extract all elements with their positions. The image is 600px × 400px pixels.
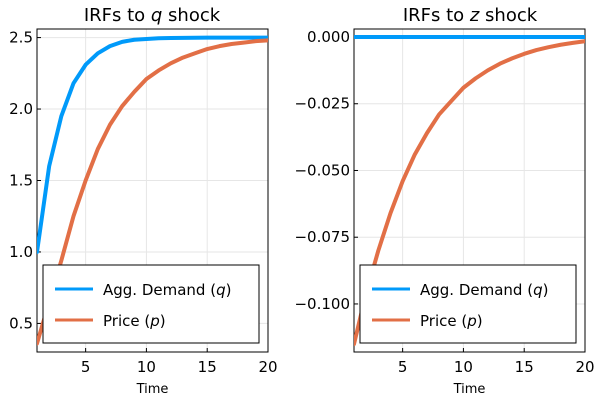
x-tick-label: 10 — [137, 358, 156, 376]
y-tick-label: −0.050 — [294, 161, 350, 179]
series-line-q — [37, 35, 268, 254]
y-tick-label: 0.5 — [9, 314, 33, 332]
legend-label-q: Agg. Demand (q) — [420, 281, 548, 299]
x-tick-label: 5 — [81, 358, 91, 376]
y-tick-label: −0.025 — [294, 95, 350, 113]
x-tick-label: 10 — [454, 358, 473, 376]
x-tick-label: 15 — [198, 358, 217, 376]
chart-title: IRFs to q shock — [84, 5, 221, 26]
legend-label-p: Price (p) — [420, 312, 483, 330]
chart-panel-q-shock: 5 10 15 20 0.5 1.0 1.5 2.0 2.5 IRFs to q shock Tim… — [9, 5, 277, 397]
y-tick-label: −0.100 — [294, 295, 350, 313]
plot-frame — [353, 28, 586, 353]
series-line-p — [37, 38, 268, 346]
legend-box — [359, 264, 577, 344]
series-line-p — [354, 39, 585, 346]
y-tick-label: 1.0 — [9, 243, 33, 261]
y-tick-label: 1.5 — [9, 171, 33, 189]
x-tick-label: 15 — [515, 358, 534, 376]
legend-box — [42, 264, 260, 344]
legend-label-q: Agg. Demand (q) — [103, 281, 231, 299]
y-tick-label: 2.5 — [9, 29, 33, 47]
y-tick-label: 0.000 — [307, 28, 350, 46]
x-tick-label: 20 — [575, 358, 594, 376]
plot-frame — [36, 28, 269, 353]
y-tick-label: 2.0 — [9, 100, 33, 118]
chart-title: IRFs to z shock — [403, 5, 538, 26]
x-axis-label: Time — [136, 382, 169, 397]
y-tick-label: −0.075 — [294, 228, 350, 246]
x-axis-label: Time — [453, 382, 486, 397]
x-tick-label: 20 — [258, 358, 277, 376]
x-tick-label: 5 — [398, 358, 408, 376]
chart-panel-z-shock: 5 10 15 20 0.000 −0.025 −0.050 −0.075 −0.100 IRFs… — [294, 5, 594, 397]
legend-label-p: Price (p) — [103, 312, 166, 330]
